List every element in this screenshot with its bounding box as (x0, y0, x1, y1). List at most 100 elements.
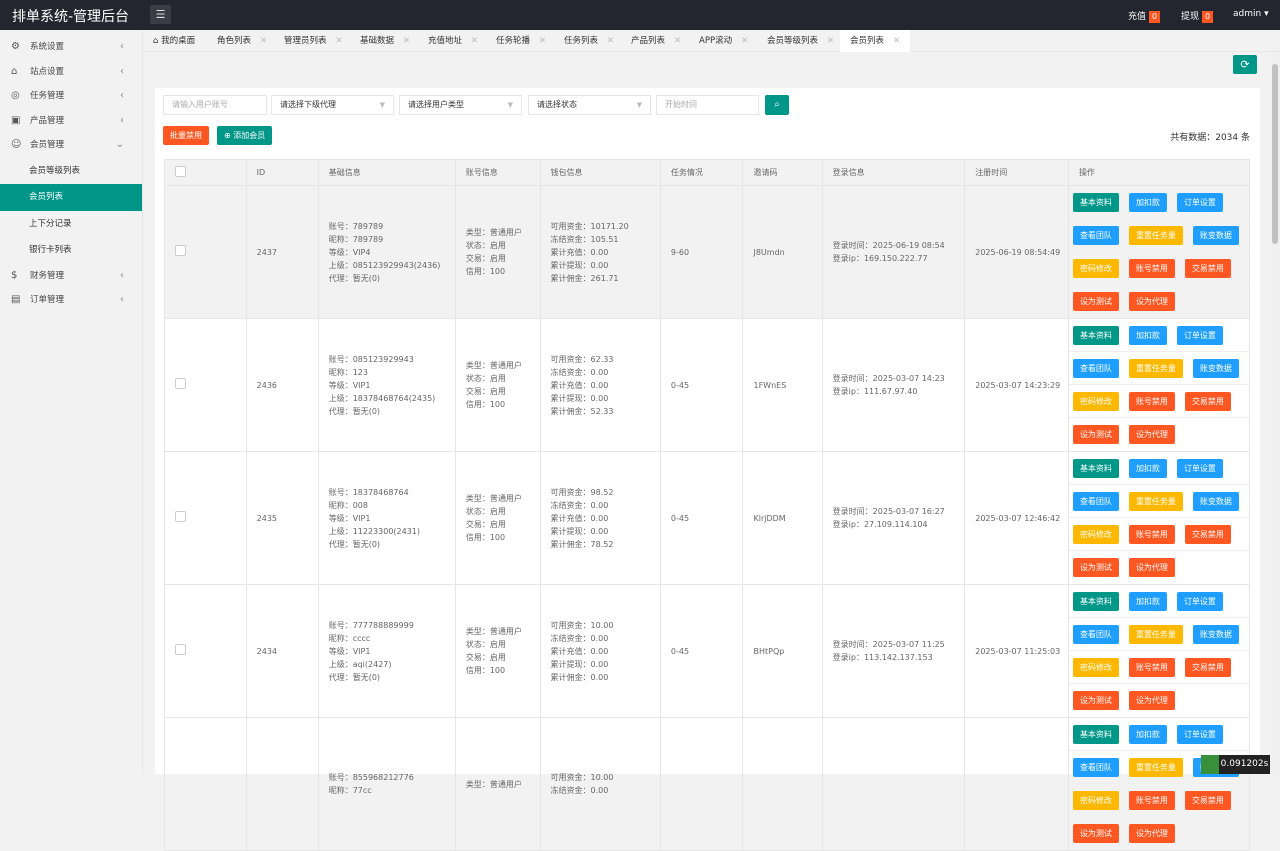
op-button[interactable]: 账号禁用 (1128, 258, 1175, 278)
tab-1[interactable]: 角色列表 ✕ (207, 30, 267, 52)
op-button[interactable]: 重置任务量 (1128, 225, 1183, 245)
scrollbar[interactable] (1270, 52, 1280, 774)
op-button[interactable]: 设为代理 (1128, 558, 1175, 577)
op-button[interactable]: 订单设置 (1176, 192, 1223, 212)
op-button[interactable]: 账变数据 (1192, 358, 1239, 378)
user-type-select[interactable]: 请选择用户类型 ▼ (399, 95, 522, 115)
recharge-link[interactable]: 充值 0 (1128, 9, 1161, 23)
agent-select[interactable]: 请选择下级代理 ▼ (271, 95, 394, 115)
tab-6[interactable]: 任务列表 ✕ (554, 30, 614, 52)
close-icon[interactable]: ✕ (607, 36, 615, 46)
op-button[interactable]: 设为测试 (1072, 691, 1119, 710)
sidebar-item-5[interactable]: $ 财务管理 ‹ (0, 264, 142, 289)
op-button[interactable]: 订单设置 (1176, 591, 1223, 611)
op-button[interactable]: 交易禁用 (1184, 258, 1231, 278)
sidebar-item-2[interactable]: ◎ 任务管理 ‹ (0, 84, 142, 109)
account-search-input[interactable]: 请输入用户账号 (163, 95, 267, 115)
close-icon[interactable]: ✕ (539, 36, 547, 46)
tab-0[interactable]: ⌂ 我的桌面 (143, 30, 195, 52)
op-button[interactable]: 账号禁用 (1128, 790, 1175, 810)
sidebar-item-1[interactable]: ⌂ 站点设置 ‹ (0, 60, 142, 85)
sidebar-item-0[interactable]: ⚙ 系统设置 ‹ (0, 35, 142, 60)
tab-3[interactable]: 基础数据 ✕ (350, 30, 410, 52)
op-button[interactable]: 基本资料 (1072, 458, 1119, 478)
op-button[interactable]: 重置任务量 (1128, 757, 1183, 777)
sidebar-subitem-3[interactable]: 银行卡列表 (29, 245, 72, 255)
op-button[interactable]: 基本资料 (1072, 192, 1119, 212)
close-icon[interactable]: ✕ (674, 36, 682, 46)
op-button[interactable]: 密码修改 (1072, 258, 1119, 278)
row-checkbox[interactable] (175, 643, 186, 655)
user-menu[interactable]: admin ▾ (1233, 9, 1269, 19)
row-checkbox[interactable] (175, 377, 186, 389)
close-icon[interactable]: ✕ (471, 36, 479, 46)
tab-5[interactable]: 任务轮播 ✕ (486, 30, 546, 52)
op-button[interactable]: 订单设置 (1176, 724, 1223, 744)
op-button[interactable]: 密码修改 (1072, 524, 1119, 544)
op-button[interactable]: 账变数据 (1192, 491, 1239, 511)
refresh-button[interactable]: ⟳ (1233, 55, 1257, 74)
op-button[interactable]: 订单设置 (1176, 458, 1223, 478)
sidebar-subitem-0[interactable]: 会员等级列表 (29, 165, 81, 176)
close-icon[interactable]: ✕ (827, 36, 835, 46)
tab-7[interactable]: 产品列表 ✕ (621, 30, 681, 52)
op-button[interactable]: 设为代理 (1128, 824, 1175, 843)
op-button[interactable]: 账号禁用 (1128, 391, 1175, 411)
op-button[interactable]: 设为测试 (1072, 292, 1119, 311)
op-button[interactable]: 基本资料 (1072, 591, 1119, 611)
op-button[interactable]: 设为代理 (1128, 292, 1175, 311)
withdraw-link[interactable]: 提现 0 (1181, 9, 1214, 23)
sidebar-item-3[interactable]: ▣ 产品管理 ‹ (0, 109, 142, 134)
op-button[interactable]: 设为测试 (1072, 425, 1119, 444)
close-icon[interactable]: ✕ (335, 36, 343, 46)
close-icon[interactable]: ✕ (260, 36, 268, 46)
close-icon[interactable]: ✕ (403, 36, 411, 46)
op-button[interactable]: 账变数据 (1192, 624, 1239, 644)
scrollbar-thumb[interactable] (1272, 64, 1278, 244)
tab-9[interactable]: 会员等级列表 ✕ (757, 30, 834, 52)
sidebar-subitem-1[interactable]: 会员列表 (0, 184, 142, 211)
op-button[interactable]: 交易禁用 (1184, 524, 1231, 544)
op-button[interactable]: 重置任务量 (1128, 358, 1183, 378)
op-button[interactable]: 加扣款 (1128, 724, 1167, 744)
add-member-button[interactable]: ⊕ 添加会员 (217, 126, 273, 145)
status-select[interactable]: 请选择状态 ▼ (528, 95, 651, 115)
op-button[interactable]: 重置任务量 (1128, 624, 1183, 644)
op-button[interactable]: 设为测试 (1072, 824, 1119, 843)
tab-4[interactable]: 充值地址 ✕ (418, 30, 478, 52)
op-button[interactable]: 密码修改 (1072, 391, 1119, 411)
op-button[interactable]: 加扣款 (1128, 458, 1167, 478)
row-checkbox[interactable] (175, 510, 186, 522)
select-all-checkbox[interactable] (175, 166, 186, 177)
op-button[interactable]: 密码修改 (1072, 790, 1119, 810)
tab-2[interactable]: 管理员列表 ✕ (274, 30, 343, 52)
op-button[interactable]: 加扣款 (1128, 192, 1167, 212)
op-button[interactable]: 查看团队 (1072, 358, 1119, 378)
op-button[interactable]: 基本资料 (1072, 325, 1119, 345)
menu-toggle-icon[interactable]: ☰ (150, 5, 171, 24)
search-button[interactable]: ⌕ (765, 95, 789, 115)
op-button[interactable]: 查看团队 (1072, 491, 1119, 511)
tab-10[interactable]: 会员列表 ✕ (840, 30, 910, 52)
op-button[interactable]: 基本资料 (1072, 724, 1119, 744)
row-checkbox[interactable] (175, 244, 186, 256)
close-icon[interactable]: ✕ (893, 36, 901, 46)
sidebar-item-4[interactable]: ☺ 会员管理 ⌄ (0, 133, 142, 158)
sidebar-subitem-2[interactable]: 上下分记录 (29, 218, 72, 229)
op-button[interactable]: 账变数据 (1192, 225, 1239, 245)
op-button[interactable]: 设为代理 (1128, 691, 1175, 710)
op-button[interactable]: 交易禁用 (1184, 391, 1231, 411)
op-button[interactable]: 查看团队 (1072, 624, 1119, 644)
start-time-input[interactable]: 开始时间 (656, 95, 759, 115)
op-button[interactable]: 密码修改 (1072, 657, 1119, 677)
op-button[interactable]: 加扣款 (1128, 325, 1167, 345)
op-button[interactable]: 查看团队 (1072, 757, 1119, 777)
op-button[interactable]: 设为代理 (1128, 425, 1175, 444)
op-button[interactable]: 查看团队 (1072, 225, 1119, 245)
op-button[interactable]: 交易禁用 (1184, 657, 1231, 677)
op-button[interactable]: 账号禁用 (1128, 657, 1175, 677)
op-button[interactable]: 重置任务量 (1128, 491, 1183, 511)
sidebar-item-6[interactable]: ▤ 订单管理 ‹ (0, 288, 142, 313)
op-button[interactable]: 订单设置 (1176, 325, 1223, 345)
op-button[interactable]: 加扣款 (1128, 591, 1167, 611)
